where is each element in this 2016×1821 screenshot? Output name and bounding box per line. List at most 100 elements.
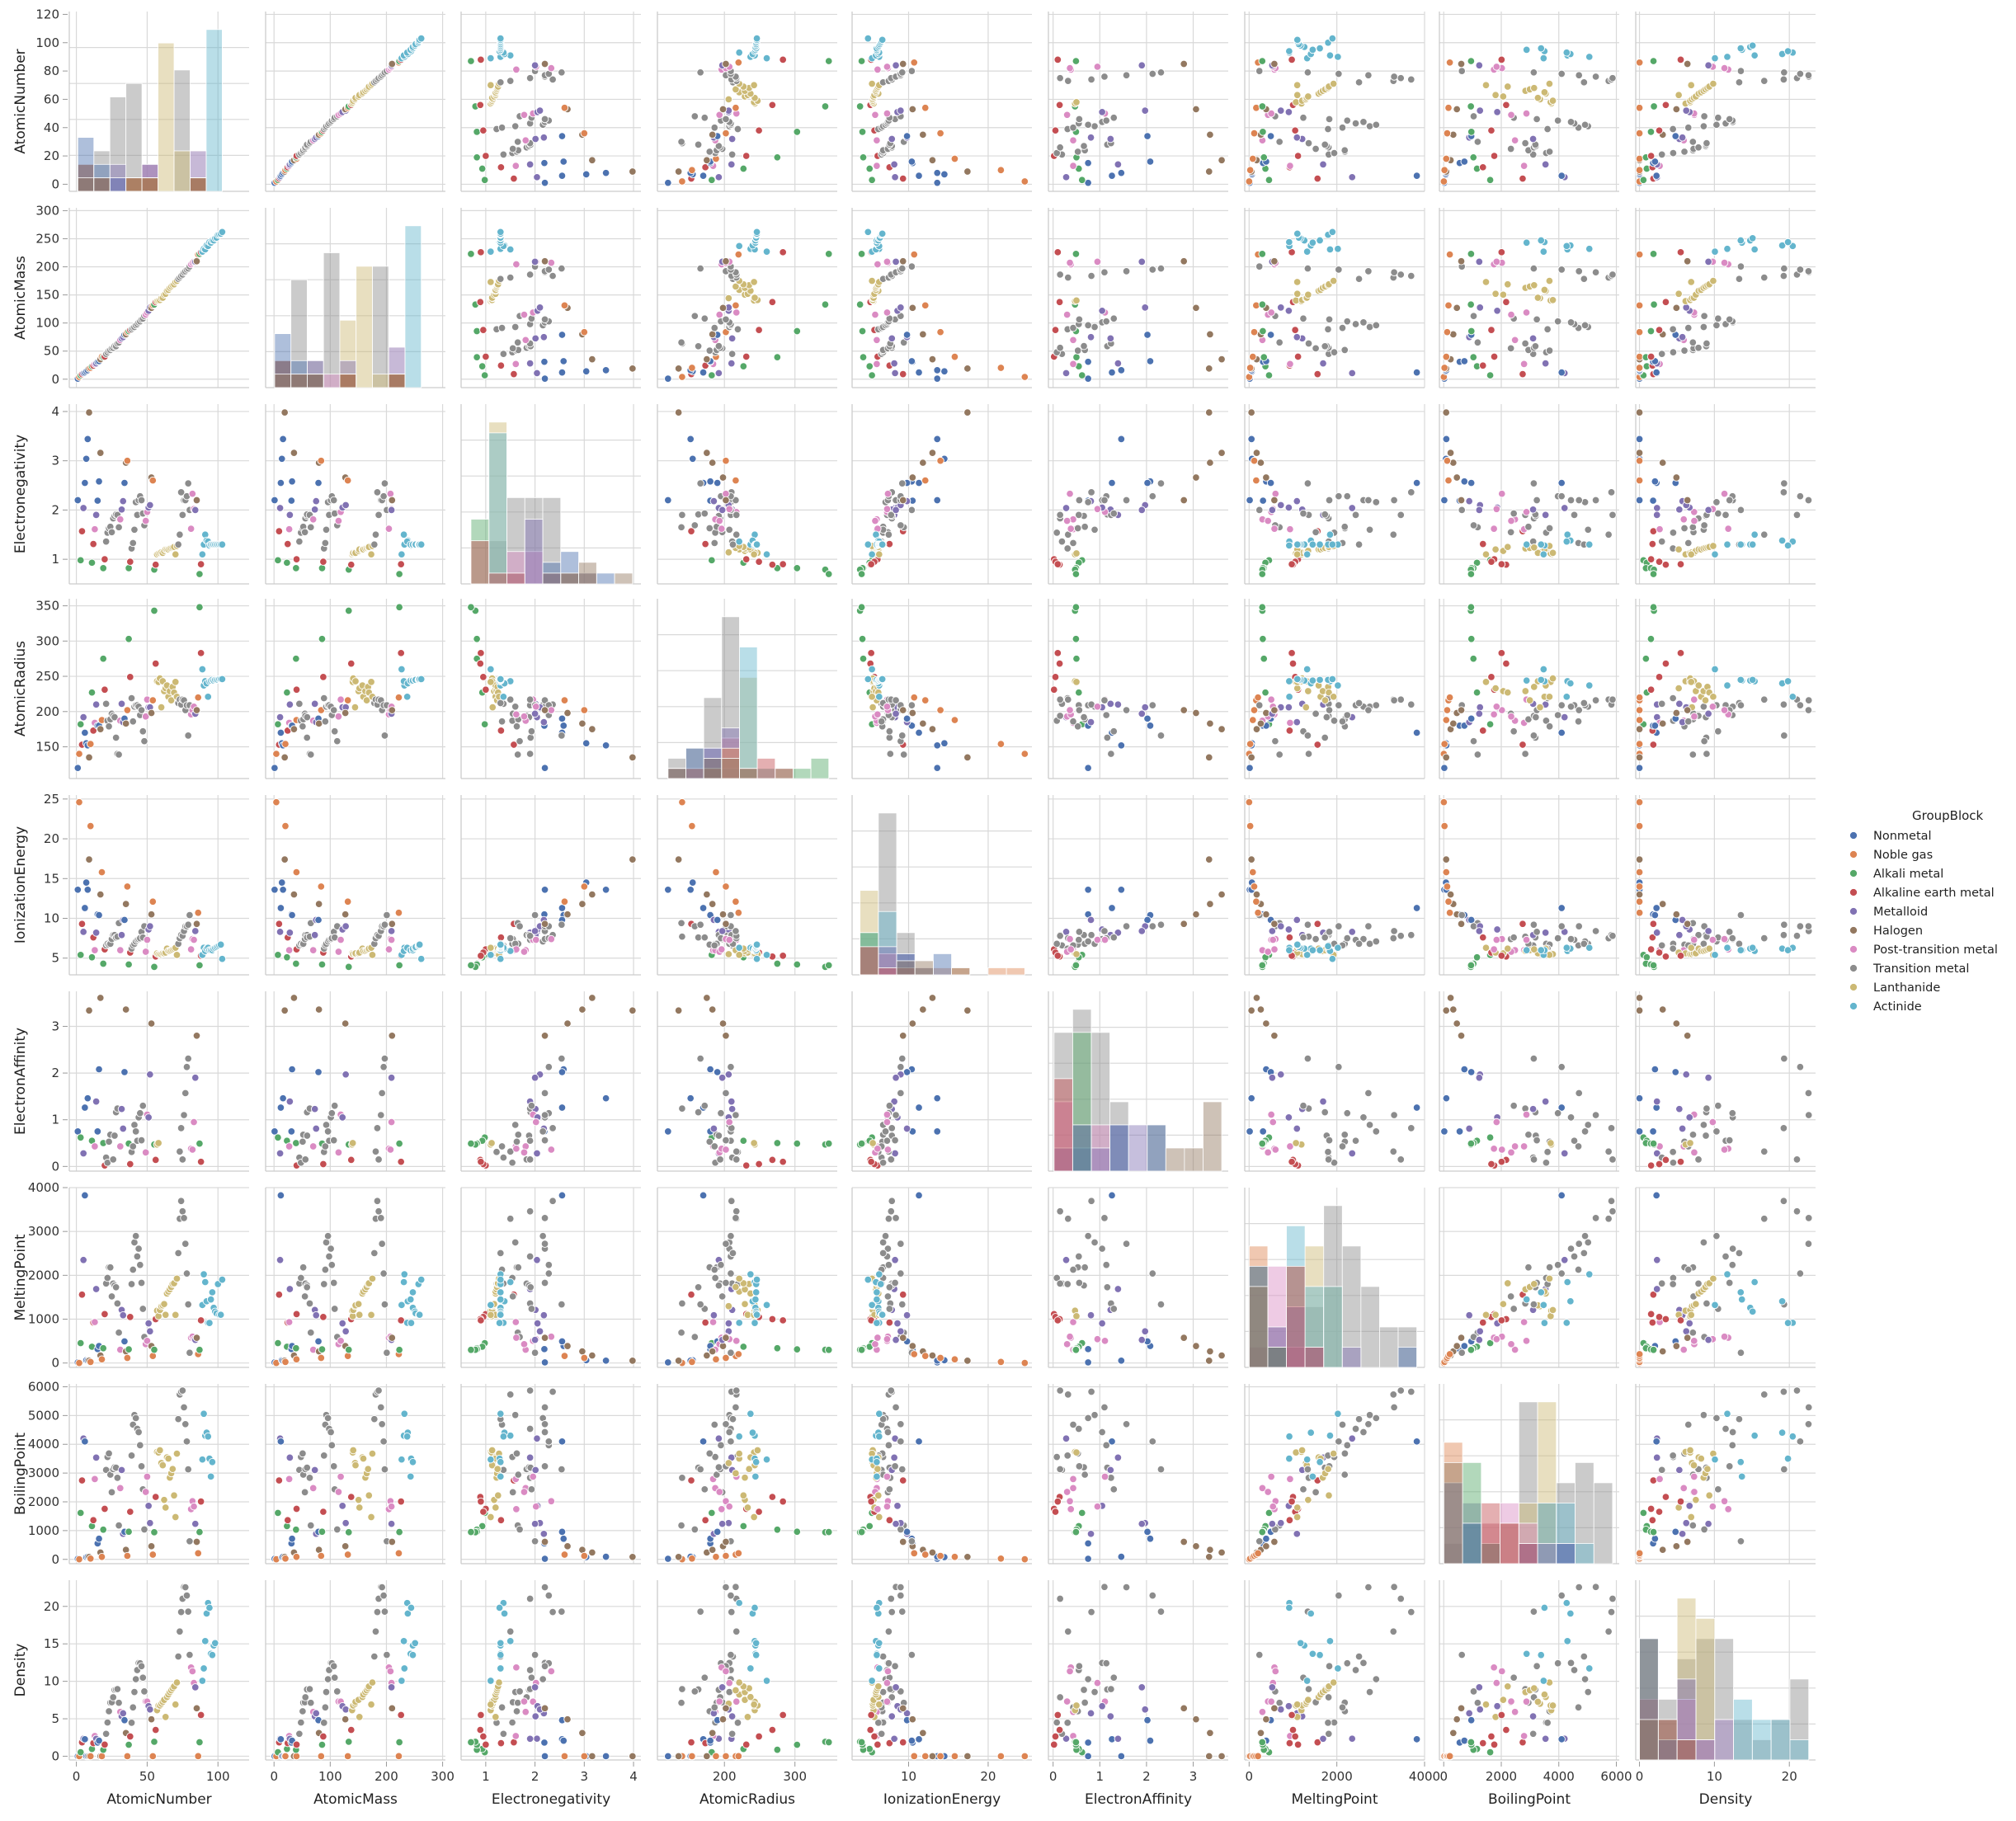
point-AtomicMass-IonizationEnergy-9: [280, 855, 289, 863]
point-MeltingPoint-IonizationEnergy-73: [1389, 934, 1397, 943]
point-Electronegativity-IonizationEnergy-103: [497, 954, 505, 963]
point-Electronegativity-AtomicRadius-7: [582, 739, 591, 748]
point-ElectronAffinity-AtomicNumber-79: [1156, 68, 1166, 77]
point-BoilingPoint-AtomicMass-20: [1490, 352, 1499, 361]
point-AtomicNumber-Electronegativity-84: [191, 506, 200, 515]
point-BoilingPoint-IonizationEnergy-80: [1458, 910, 1466, 920]
panel-AtomicRadius-vs-AtomicNumber: [68, 599, 249, 779]
point-ElectronAffinity-AtomicMass-75: [1056, 271, 1064, 279]
point-MeltingPoint-AtomicNumber-91: [1326, 51, 1335, 59]
point-MeltingPoint-IonizationEnergy-45: [1343, 934, 1352, 943]
point-BoilingPoint-AtomicRadius-36: [1443, 706, 1452, 714]
point-Density-AtomicNumber-74: [1779, 75, 1788, 84]
point-BoilingPoint-Electronegativity-23: [1545, 524, 1554, 533]
point-Density-AtomicRadius-29: [1703, 750, 1711, 758]
point-IonizationEnergy-Electronegativity-103: [864, 540, 873, 548]
point-Density-AtomicMass-38: [1655, 326, 1664, 334]
point-Electronegativity-AtomicMass-49: [520, 310, 529, 319]
point-Density-AtomicRadius-80: [1736, 701, 1745, 709]
point-MeltingPoint-IonizationEnergy-47: [1299, 933, 1307, 942]
point-BoilingPoint-AtomicMass-78: [1557, 266, 1566, 274]
point-AtomicRadius-AtomicMass-32: [728, 334, 737, 343]
point-BoilingPoint-IonizationEnergy-46: [1533, 928, 1541, 936]
point-IonizationEnergy-AtomicMass-53: [908, 304, 917, 313]
point-Density-AtomicNumber-87: [1649, 57, 1658, 65]
point-MeltingPoint-IonizationEnergy-78: [1335, 922, 1343, 930]
point-AtomicRadius-IonizationEnergy-8: [686, 886, 695, 894]
point-Electronegativity-AtomicNumber-56: [476, 101, 485, 110]
point-AtomicRadius-AtomicMass-9: [674, 365, 683, 373]
point-MeltingPoint-AtomicMass-96: [1316, 236, 1324, 245]
point-AtomicMass-Electronegativity-15: [287, 496, 296, 505]
point-ElectronAffinity-IonizationEnergy-17: [1218, 890, 1226, 899]
point-BoilingPoint-Electronegativity-70: [1481, 550, 1491, 558]
point-Electronegativity-AtomicMass-70: [487, 278, 495, 286]
point-BoilingPoint-IonizationEnergy-81: [1490, 945, 1498, 953]
point-IonizationEnergy-AtomicNumber-32: [888, 134, 896, 144]
point-AtomicMass-Electronegativity-87: [395, 570, 403, 578]
hist-bar-MeltingPoint-halogen: [1267, 1347, 1287, 1368]
point-Density-Electronegativity-96: [1736, 540, 1745, 548]
point-Density-Electronegativity-88: [1676, 560, 1685, 568]
point-AtomicNumber-AtomicRadius-38: [126, 673, 134, 681]
point-MeltingPoint-AtomicNumber-50: [1267, 109, 1275, 118]
point-IonizationEnergy-AtomicRadius-10: [996, 740, 1006, 748]
point-Electronegativity-AtomicRadius-35: [578, 719, 586, 728]
point-BoilingPoint-AtomicNumber-76: [1591, 73, 1600, 81]
point-IonizationEnergy-AtomicNumber-1: [933, 178, 941, 187]
point-AtomicNumber-Electronegativity-79: [184, 479, 192, 487]
point-IonizationEnergy-AtomicRadius-1: [933, 764, 941, 772]
point-MeltingPoint-IonizationEnergy-77: [1364, 922, 1373, 930]
point-IonizationEnergy-Electronegativity-17: [928, 449, 937, 457]
point-AtomicRadius-AtomicNumber-21: [728, 150, 737, 159]
point-ElectronAffinity-AtomicMass-13: [1069, 360, 1077, 369]
point-BoilingPoint-Electronegativity-6: [1557, 478, 1566, 487]
point-BoilingPoint-AtomicNumber-45: [1553, 116, 1562, 125]
point-BoilingPoint-Electronegativity-12: [1479, 539, 1487, 548]
point-Density-AtomicMass-18: [1635, 352, 1644, 361]
point-IonizationEnergy-AtomicNumber-10: [996, 166, 1006, 175]
panel-Density-vs-Electronegativity: [460, 1580, 641, 1761]
point-IonizationEnergy-Electronegativity-70: [875, 550, 883, 558]
panel-IonizationEnergy-vs-ElectronAffinity: [1048, 795, 1228, 976]
point-BoilingPoint-IonizationEnergy-10: [1440, 821, 1448, 831]
point-IonizationEnergy-AtomicRadius-54: [921, 696, 930, 704]
point-MeltingPoint-AtomicNumber-40: [1338, 124, 1347, 132]
point-ElectronAffinity-AtomicRadius-83: [1093, 703, 1102, 711]
panel-AtomicMass-vs-Electronegativity: [460, 208, 641, 388]
point-MeltingPoint-AtomicRadius-90: [1334, 681, 1342, 689]
point-Electronegativity-IonizationEnergy-83: [532, 935, 540, 944]
point-IonizationEnergy-AtomicMass-80: [907, 262, 916, 271]
point-Density-AtomicNumber-29: [1703, 139, 1711, 148]
point-AtomicMass-IonizationEnergy-80: [383, 910, 391, 920]
point-MeltingPoint-AtomicMass-55: [1258, 300, 1267, 308]
point-Density-AtomicNumber-20: [1646, 152, 1656, 160]
point-AtomicRadius-Electronegativity-56: [768, 560, 777, 569]
point-AtomicMass-IonizationEnergy-50: [337, 935, 345, 944]
point-BoilingPoint-AtomicNumber-53: [1453, 105, 1461, 114]
point-ElectronAffinity-Electronegativity-87: [1072, 570, 1081, 578]
point-MeltingPoint-Electronegativity-94: [1285, 541, 1293, 550]
point-ElectronAffinity-Electronegativity-75: [1056, 511, 1064, 520]
point-MeltingPoint-IonizationEnergy-95: [1308, 946, 1317, 954]
hist-bar-IonizationEnergy-alkaline-earth-metal: [878, 967, 897, 976]
point-ElectronAffinity-AtomicMass-53: [1192, 304, 1200, 313]
point-AtomicRadius-IonizationEnergy-84: [718, 927, 727, 935]
point-Density-AtomicRadius-50: [1690, 695, 1698, 704]
point-AtomicMass-IonizationEnergy-87: [395, 961, 403, 970]
point-AtomicMass-Electronegativity-84: [387, 506, 396, 515]
point-Density-AtomicRadius-85: [1683, 706, 1692, 714]
hist-bar-AtomicNumber-lanthanide: [173, 150, 191, 192]
point-Electronegativity-AtomicMass-33: [539, 333, 549, 341]
point-Density-Electronegativity-32: [1675, 506, 1684, 514]
point-AtomicNumber-Electronegativity-33: [119, 496, 127, 506]
point-MeltingPoint-AtomicMass-43: [1351, 320, 1360, 328]
point-MeltingPoint-Electronegativity-70: [1293, 550, 1302, 558]
point-ElectronAffinity-AtomicRadius-45: [1102, 711, 1110, 719]
point-MeltingPoint-AtomicMass-3: [1265, 371, 1274, 379]
point-AtomicMass-Electronegativity-88: [397, 560, 405, 568]
point-MeltingPoint-Electronegativity-46: [1325, 496, 1334, 505]
point-MeltingPoint-Electronegativity-49: [1264, 516, 1272, 525]
point-IonizationEnergy-Electronegativity-1: [933, 496, 941, 505]
point-BoilingPoint-Electronegativity-75: [1609, 511, 1617, 520]
